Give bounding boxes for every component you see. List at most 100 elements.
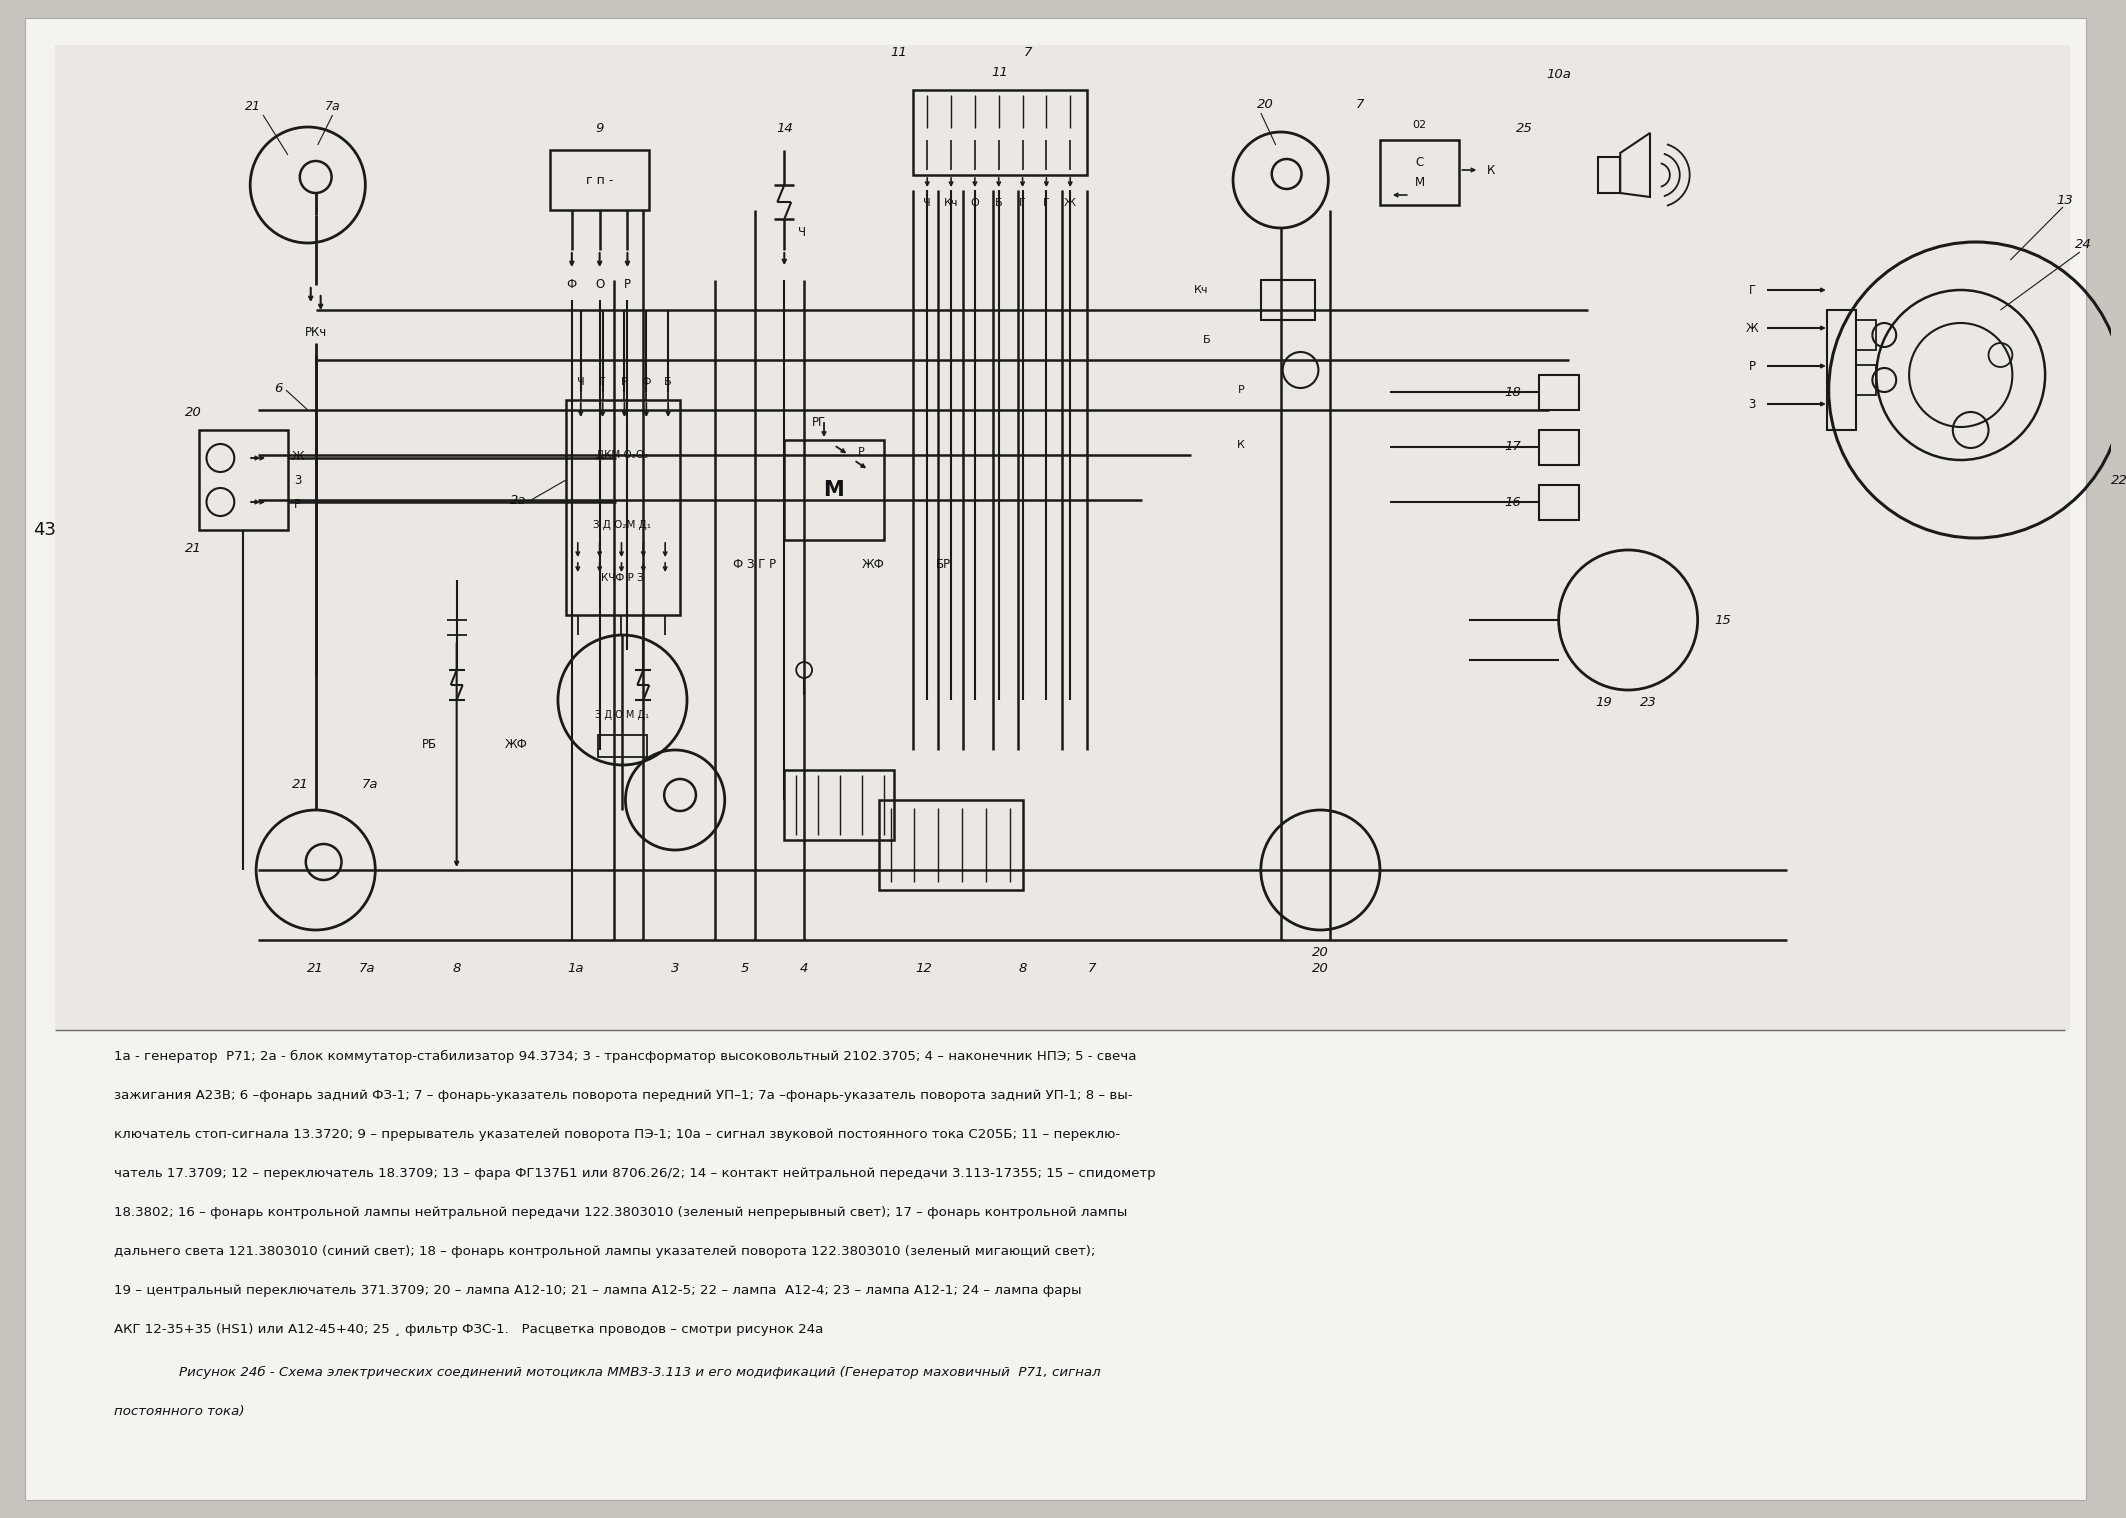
Text: Ж: Ж [291, 449, 304, 463]
Text: Р: Р [293, 498, 302, 510]
Text: Р: Р [859, 446, 865, 457]
Text: дальнего света 121.3803010 (синий свет); 18 – фонарь контрольной лампы указателе: дальнего света 121.3803010 (синий свет);… [115, 1245, 1095, 1258]
Bar [1856, 364, 1877, 395]
Bar [1539, 430, 1577, 465]
Text: 18.3802; 16 – фонарь контрольной лампы нейтральной передачи 122.3803010 (зеленый: 18.3802; 16 – фонарь контрольной лампы н… [115, 1205, 1127, 1219]
Text: 20: 20 [1312, 961, 1329, 975]
Text: 8: 8 [1018, 961, 1027, 975]
Bar [1539, 375, 1577, 410]
Text: 20: 20 [1312, 946, 1329, 958]
Text: Б: Б [995, 197, 1003, 208]
Text: ключатель стоп-сигнала 13.3720; 9 – прерыватель указателей поворота ПЭ-1; 10а – : ключатель стоп-сигнала 13.3720; 9 – прер… [115, 1128, 1120, 1142]
Text: ЖФ: ЖФ [504, 738, 527, 751]
Text: РГ: РГ [812, 416, 827, 428]
Text: 11: 11 [991, 65, 1008, 79]
Text: О: О [595, 278, 604, 291]
Text: 17: 17 [1505, 440, 1520, 454]
Text: 3: 3 [293, 474, 302, 486]
Bar [784, 440, 884, 540]
Text: 25: 25 [1516, 121, 1533, 135]
Text: 8: 8 [453, 961, 461, 975]
Text: 7а: 7а [325, 100, 340, 114]
Text: 20: 20 [1256, 99, 1273, 111]
Text: РКч: РКч [304, 326, 327, 340]
Text: 3: 3 [1748, 398, 1756, 410]
Text: 19: 19 [1594, 695, 1612, 709]
Text: 7: 7 [1089, 961, 1097, 975]
Text: Б: Б [663, 376, 672, 387]
Bar [566, 401, 680, 615]
Text: АКГ 12-35+35 (НS1) или А12-45+40; 25 ¸ фильтр ФЗС-1.   Расцветка проводов – смот: АКГ 12-35+35 (НS1) или А12-45+40; 25 ¸ ф… [115, 1324, 823, 1336]
Bar [1380, 140, 1458, 205]
Text: КЧФ Р З: КЧФ Р З [602, 572, 644, 583]
Text: 21: 21 [308, 961, 323, 975]
Text: 16: 16 [1505, 495, 1520, 509]
Text: 1а: 1а [568, 961, 585, 975]
Bar [1539, 484, 1577, 521]
Text: 15: 15 [1714, 613, 1731, 627]
Text: 2а: 2а [510, 493, 525, 507]
Text: 7а: 7а [359, 961, 376, 975]
Text: Ж: Ж [1065, 197, 1076, 208]
Text: 21: 21 [244, 100, 261, 114]
Bar [55, 46, 2071, 1031]
Text: 4: 4 [799, 961, 808, 975]
Text: Кч: Кч [944, 197, 959, 208]
Text: М: М [823, 480, 844, 499]
Text: 7: 7 [1356, 99, 1365, 111]
Text: Г: Г [1044, 197, 1050, 208]
Text: 20: 20 [185, 405, 202, 419]
Text: Р: Р [1750, 360, 1756, 372]
Text: 1а - генератор  Р71; 2а - блок коммутатор-стабилизатор 94.3734; 3 - трансформато: 1а - генератор Р71; 2а - блок коммутатор… [115, 1050, 1137, 1063]
Text: 7а: 7а [361, 779, 378, 791]
Bar [198, 430, 287, 530]
Text: З Д О М Д₁: З Д О М Д₁ [595, 710, 648, 720]
Text: К: К [1486, 164, 1495, 176]
Text: 21: 21 [185, 542, 202, 554]
Text: Р: Р [623, 278, 631, 291]
Text: 6: 6 [274, 381, 283, 395]
Text: 18: 18 [1505, 386, 1520, 399]
Text: 10а: 10а [1546, 68, 1571, 82]
Text: РБ: РБ [421, 738, 436, 751]
Text: Ч: Ч [797, 226, 806, 238]
Bar [784, 770, 893, 839]
Text: К: К [1237, 440, 1246, 449]
Bar [1856, 320, 1877, 351]
Text: Ж: Ж [1745, 322, 1758, 334]
Text: 7: 7 [1023, 46, 1031, 59]
Text: 3: 3 [672, 961, 680, 975]
Text: О: О [972, 197, 980, 208]
Text: Ф: Ф [568, 278, 576, 291]
Text: ЖФ: ЖФ [863, 559, 884, 571]
Bar [597, 735, 646, 757]
Bar [1826, 310, 1856, 430]
Text: 19 – центральный переключатель 371.3709; 20 – лампа А12-10; 21 – лампа А12-5; 22: 19 – центральный переключатель 371.3709;… [115, 1284, 1082, 1296]
Text: БР: БР [935, 559, 950, 571]
Bar [551, 150, 648, 209]
Text: Г: Г [1750, 284, 1756, 296]
Text: С: С [1416, 155, 1424, 168]
Text: 43: 43 [34, 521, 55, 539]
Text: зажигания А23В; 6 –фонарь задний ФЗ-1; 7 – фонарь-указатель поворота передний УП: зажигания А23В; 6 –фонарь задний ФЗ-1; 7… [115, 1088, 1133, 1102]
Text: постоянного тока): постоянного тока) [115, 1406, 244, 1418]
Text: Р: Р [621, 376, 627, 387]
Text: Б: Б [1203, 335, 1210, 345]
Text: 21: 21 [293, 779, 308, 791]
Text: 12: 12 [914, 961, 931, 975]
Text: чатель 17.3709; 12 – переключатель 18.3709; 13 – фара ФГ137Б1 или 8706.26/2; 14 : чатель 17.3709; 12 – переключатель 18.37… [115, 1167, 1157, 1179]
Bar [1599, 156, 1620, 193]
Text: 11: 11 [891, 46, 908, 59]
Text: 22: 22 [2111, 474, 2126, 486]
Text: 02: 02 [1412, 120, 1427, 131]
Text: Рисунок 24б - Схема электрических соединений мотоцикла ММВЗ-3.113 и его модифика: Рисунок 24б - Схема электрических соедин… [179, 1366, 1101, 1378]
Text: 14: 14 [776, 121, 793, 135]
Text: 24: 24 [2075, 238, 2092, 252]
Text: Р: Р [1237, 386, 1244, 395]
Text: Г: Г [600, 376, 606, 387]
Bar [1261, 279, 1316, 320]
Text: М: М [1414, 176, 1424, 190]
Text: Ч: Ч [923, 197, 931, 208]
Text: З Д О₂М Д₁: З Д О₂М Д₁ [593, 521, 651, 530]
Bar [914, 90, 1086, 175]
